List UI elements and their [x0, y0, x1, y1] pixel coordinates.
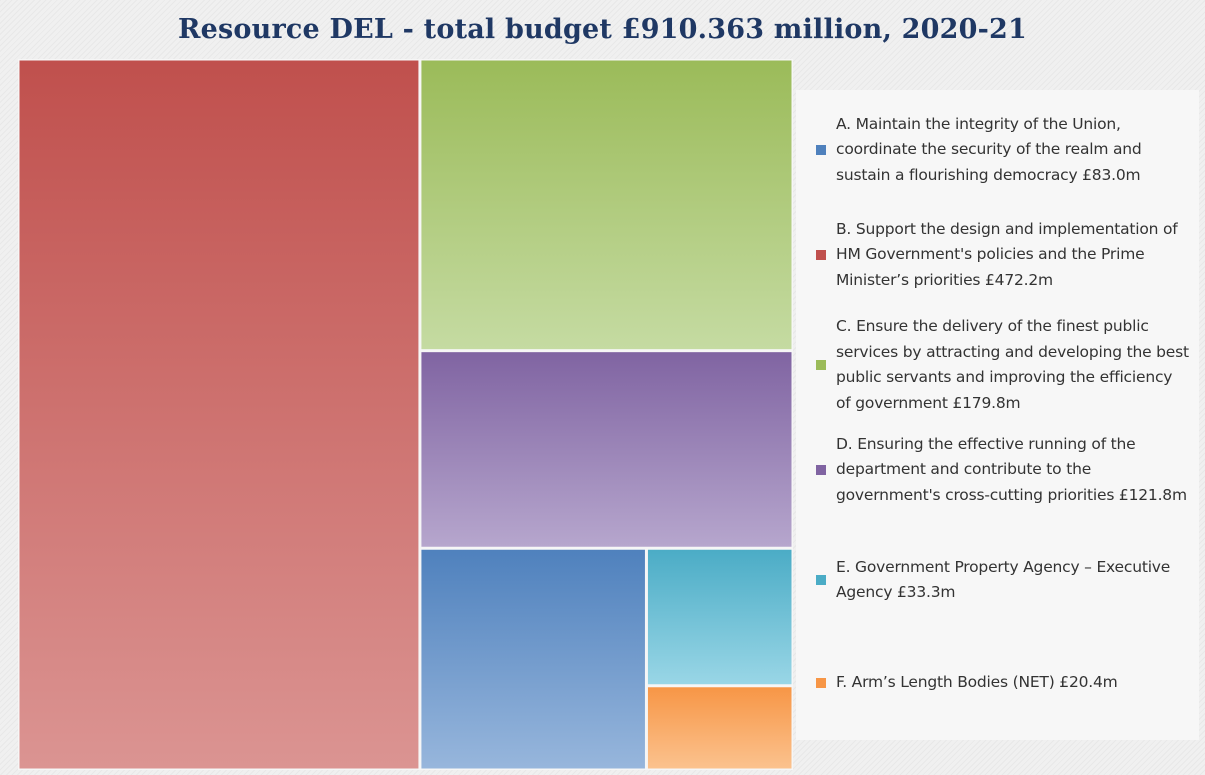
legend-item-c: C. Ensure the delivery of the finest pub…	[816, 315, 1191, 415]
treemap-tile-f	[647, 687, 792, 769]
legend-label: E. Government Property Agency – Executiv…	[836, 557, 1171, 602]
legend-label: C. Ensure the delivery of the finest pub…	[836, 317, 1189, 412]
treemap-plot-area	[18, 59, 793, 770]
legend: A. Maintain the integrity of the Union, …	[796, 90, 1199, 740]
legend-label: A. Maintain the integrity of the Union, …	[836, 114, 1142, 184]
legend-item-d: D. Ensuring the effective running of the…	[816, 420, 1191, 520]
treemap-tile-c	[421, 60, 792, 350]
legend-item-a: A. Maintain the integrity of the Union, …	[816, 110, 1191, 190]
legend-swatch	[816, 465, 826, 475]
legend-swatch	[816, 145, 826, 155]
legend-label: F. Arm’s Length Bodies (NET) £20.4m	[836, 672, 1118, 691]
legend-label: D. Ensuring the effective running of the…	[836, 434, 1187, 504]
treemap-tile-b	[19, 60, 419, 769]
treemap-tile-d	[421, 352, 792, 547]
treemap-svg	[19, 60, 792, 769]
legend-swatch	[816, 575, 826, 585]
chart-title: Resource DEL - total budget £910.363 mil…	[178, 14, 1027, 45]
legend-item-f: F. Arm’s Length Bodies (NET) £20.4m	[816, 670, 1191, 695]
legend-item-e: E. Government Property Agency – Executiv…	[816, 550, 1191, 610]
legend-label: B. Support the design and implementation…	[836, 219, 1178, 289]
legend-item-b: B. Support the design and implementation…	[816, 215, 1191, 295]
legend-swatch	[816, 360, 826, 370]
legend-swatch	[816, 677, 826, 688]
treemap-tile-a	[421, 549, 645, 769]
legend-swatch	[816, 250, 826, 260]
treemap-tile-e	[647, 549, 792, 685]
